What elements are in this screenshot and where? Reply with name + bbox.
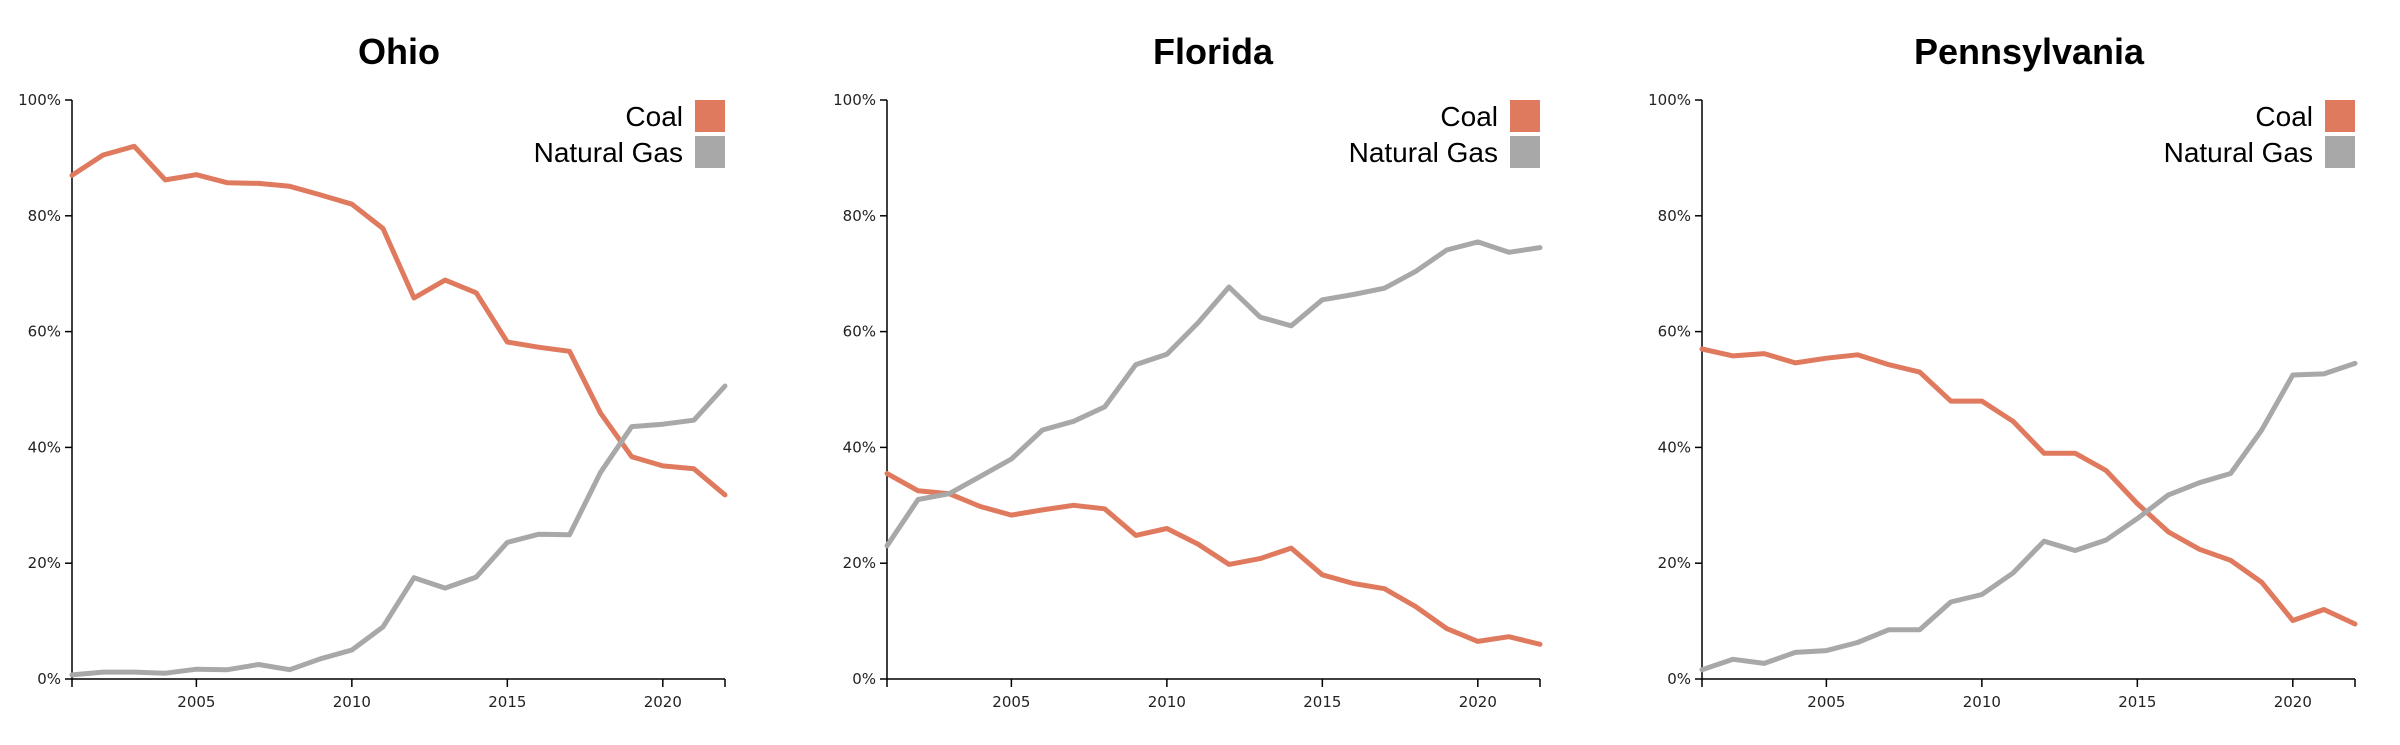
y-tick-label: 60% [1658, 323, 1691, 341]
x-tick-label: 2020 [2274, 693, 2312, 711]
series-line-coal [69, 143, 728, 498]
y-tick-label: 40% [28, 438, 61, 456]
legend-swatch-coal [695, 100, 725, 132]
y-tick-label: 80% [28, 207, 61, 225]
y-tick-label: 60% [843, 323, 876, 341]
chart-panel-florida: Florida 0% 20% 40% 60% 80% 100% 2005 2010 2015 202… [833, 31, 1543, 711]
legend-label-coal: Coal [2255, 101, 2313, 132]
legend-label-natural-gas: Natural Gas [534, 137, 683, 168]
legend-label-natural-gas: Natural Gas [2164, 137, 2313, 168]
x-tick-label: 2010 [1148, 693, 1186, 711]
y-tick-label: 40% [1658, 438, 1691, 456]
y-tick-label: 100% [1648, 91, 1691, 109]
series-line-natural-gas [884, 239, 1543, 549]
y-tick-label: 20% [843, 554, 876, 572]
y-tick-label: 20% [28, 554, 61, 572]
y-tick-label: 0% [1667, 670, 1691, 688]
chart-panel-pennsylvania: Pennsylvania 0% 20% 40% 60% 80% 100% 2005 2010 20… [1648, 31, 2358, 711]
x-tick-label: 2015 [1303, 693, 1341, 711]
y-tick-label: 0% [37, 670, 61, 688]
y-tick-label: 60% [28, 323, 61, 341]
chart-title: Pennsylvania [1914, 31, 2145, 72]
x-tick-label: 2010 [333, 693, 371, 711]
y-tick-label: 100% [833, 91, 876, 109]
x-tick-label: 2005 [177, 693, 215, 711]
y-tick-label: 80% [1658, 207, 1691, 225]
legend-label-coal: Coal [625, 101, 683, 132]
x-tick-label: 2020 [644, 693, 682, 711]
y-tick-label: 0% [852, 670, 876, 688]
x-tick-label: 2010 [1963, 693, 2001, 711]
series-line-coal [884, 471, 1543, 647]
series-line-coal [1699, 346, 2358, 627]
series-line-natural-gas [69, 383, 728, 678]
x-tick-label: 2005 [1807, 693, 1845, 711]
y-tick-label: 40% [843, 438, 876, 456]
x-tick-label: 2015 [488, 693, 526, 711]
legend-swatch-natural-gas [1510, 136, 1540, 168]
y-tick-label: 20% [1658, 554, 1691, 572]
legend-swatch-coal [1510, 100, 1540, 132]
chart-title: Florida [1153, 31, 1274, 72]
y-tick-label: 100% [18, 91, 61, 109]
series-line-natural-gas [1699, 360, 2358, 673]
x-tick-label: 2020 [1459, 693, 1497, 711]
legend-swatch-coal [2325, 100, 2355, 132]
legend-swatch-natural-gas [2325, 136, 2355, 168]
legend-label-coal: Coal [1440, 101, 1498, 132]
chart-title: Ohio [358, 31, 440, 72]
x-tick-label: 2005 [992, 693, 1030, 711]
y-tick-label: 80% [843, 207, 876, 225]
legend-label-natural-gas: Natural Gas [1349, 137, 1498, 168]
x-tick-label: 2015 [2118, 693, 2156, 711]
legend-swatch-natural-gas [695, 136, 725, 168]
chart-panel-ohio: Ohio 0% 20% 40% 60% 80% 100% 2005 2010 2015 2020 Co… [18, 31, 728, 711]
